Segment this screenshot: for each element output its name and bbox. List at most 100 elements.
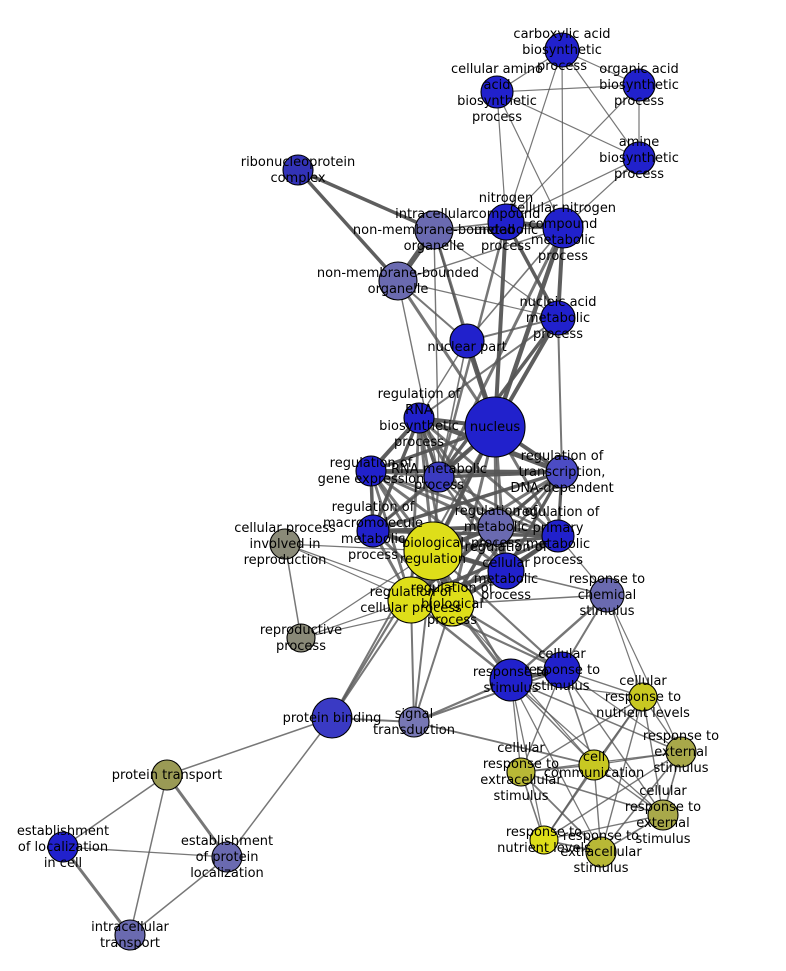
graph-node[interactable] — [398, 706, 430, 738]
graph-node[interactable] — [114, 919, 146, 951]
graph-node-label: ribonucleoprotein complex — [241, 155, 356, 186]
graph-edge — [505, 84, 640, 223]
graph-edge — [496, 91, 564, 229]
graph-node-label: response to stimulus — [473, 665, 549, 696]
graph-edge — [451, 594, 608, 605]
graph-node-label: cellular nitrogen compound metabolic proces… — [510, 201, 616, 264]
graph-edge — [226, 717, 333, 858]
graph-node-label: establishment of protein localization — [181, 834, 273, 881]
graph-node[interactable] — [286, 623, 316, 653]
graph-node[interactable] — [480, 75, 514, 109]
graph-node-label: regulation of RNA biosynthetic process — [378, 387, 461, 450]
graph-node[interactable] — [477, 508, 515, 546]
graph-node[interactable] — [544, 32, 580, 68]
graph-node[interactable] — [378, 261, 418, 301]
graph-node-label: nuclear part — [427, 340, 506, 355]
graph-edge — [510, 679, 664, 816]
graph-node-label: cellular process involved in reproduction — [234, 521, 336, 568]
graph-node[interactable] — [449, 323, 485, 359]
graph-node-label: regulation of transcription, DNA-dependent — [510, 449, 613, 496]
graph-node[interactable] — [487, 203, 525, 241]
graph-node[interactable] — [429, 581, 475, 627]
graph-node[interactable] — [578, 749, 610, 781]
graph-node-label: intracellular transport — [91, 920, 169, 951]
graph-node[interactable] — [628, 682, 658, 712]
graph-edge — [505, 157, 640, 223]
graph-node-label: intracellular non-membrane-bounded organel… — [353, 207, 515, 254]
graph-node[interactable] — [647, 799, 679, 831]
labels-layer: carboxylic acid biosynthetic process organi… — [17, 27, 719, 951]
graph-node-label: regulation of biological process — [411, 581, 494, 628]
graph-node[interactable] — [487, 552, 525, 590]
graph-node[interactable] — [545, 455, 579, 489]
graph-node[interactable] — [47, 831, 79, 863]
graph-edge — [437, 470, 564, 479]
graph-edge — [331, 599, 412, 719]
graph-node-label: regulation of primary metabolic process — [517, 505, 600, 568]
graph-edge — [557, 317, 563, 473]
graph-node-label: regulation of cellular process — [360, 585, 462, 616]
graph-node-label: cellular response to extracellular stimulus — [480, 741, 562, 804]
graph-edge — [505, 49, 563, 223]
graph-edge — [61, 845, 132, 937]
graph-node[interactable] — [403, 521, 463, 581]
graph-node[interactable] — [423, 461, 455, 493]
graph-node[interactable] — [311, 697, 353, 739]
graph-node[interactable] — [489, 658, 533, 702]
graph-node[interactable] — [282, 154, 314, 186]
graph-edge — [296, 168, 436, 232]
graph-node[interactable] — [151, 759, 183, 791]
graph-edge — [543, 751, 682, 841]
graph-edge — [129, 856, 228, 936]
graph-edge — [496, 84, 640, 93]
graph-edge — [466, 227, 564, 342]
graph-node[interactable] — [211, 841, 243, 873]
graph-edge — [284, 543, 302, 639]
graph-node-label: reproductive process — [260, 623, 342, 654]
graph-edge — [493, 220, 508, 429]
graph-edge — [62, 774, 168, 848]
graph-node[interactable] — [622, 68, 656, 102]
graph-edge — [62, 846, 228, 858]
graph-node-label: establishment of localization in cell — [17, 824, 109, 871]
graph-node-label: regulation of gene expression — [318, 456, 425, 487]
graph-edge — [433, 229, 559, 319]
graph-edge — [369, 469, 560, 538]
graph-edge — [417, 416, 560, 538]
graph-node[interactable] — [542, 207, 584, 249]
graph-edge — [437, 475, 508, 573]
graph-node[interactable] — [356, 514, 390, 548]
graph-node[interactable] — [589, 577, 625, 613]
graph-edge — [296, 168, 400, 283]
graph-edge — [606, 594, 644, 698]
graph-node[interactable] — [622, 141, 656, 175]
graph-node[interactable] — [355, 455, 387, 487]
graph-node[interactable] — [665, 736, 697, 768]
graph-edge — [413, 669, 563, 723]
graph-edge — [600, 751, 682, 853]
graph-edge — [496, 91, 640, 159]
graph-node-label: nitrogen compound metabolic process — [472, 191, 541, 254]
graph-node[interactable] — [585, 836, 617, 868]
graph-node[interactable] — [269, 528, 301, 560]
graph-edge — [520, 696, 644, 773]
graph-node[interactable] — [403, 402, 435, 434]
graph-node-label: response to external stimulus — [643, 729, 719, 776]
graph-node[interactable] — [541, 519, 575, 553]
graph-edge — [606, 594, 682, 753]
graph-edge — [369, 469, 498, 529]
graph-node[interactable] — [529, 825, 559, 855]
graph-node[interactable] — [506, 757, 536, 787]
graph-node[interactable] — [543, 651, 581, 689]
graph-node[interactable] — [414, 210, 454, 250]
graph-edge — [510, 679, 602, 853]
graph-edge — [561, 49, 640, 159]
graph-edge — [369, 469, 508, 573]
graph-node-label: nucleus — [470, 420, 520, 435]
graph-node[interactable] — [540, 300, 576, 336]
graph-node[interactable] — [464, 396, 526, 458]
graph-node-label: response to extracellular stimulus — [560, 829, 642, 876]
graph-edge — [492, 225, 566, 430]
graph-edge — [397, 280, 559, 319]
